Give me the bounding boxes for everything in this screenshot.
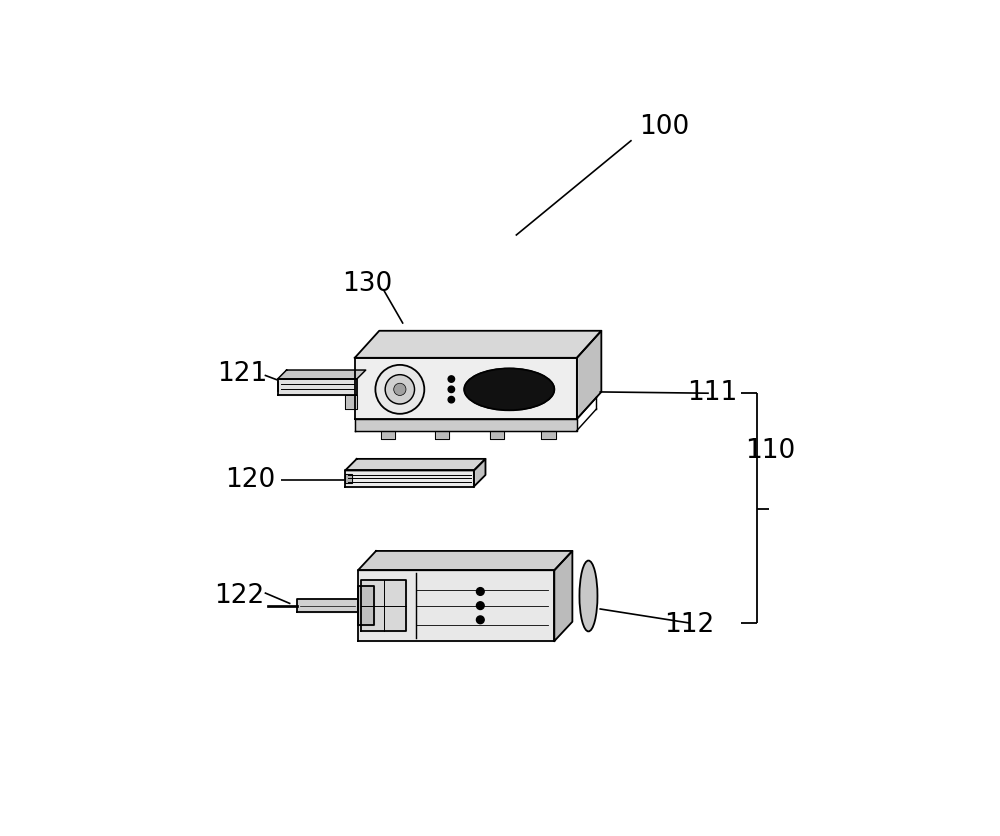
Text: 111: 111 — [687, 380, 737, 406]
Circle shape — [476, 616, 484, 624]
Polygon shape — [474, 459, 485, 487]
Polygon shape — [345, 471, 474, 487]
Ellipse shape — [579, 561, 597, 631]
Ellipse shape — [464, 369, 554, 410]
Polygon shape — [297, 599, 358, 612]
Circle shape — [476, 602, 484, 609]
Text: 130: 130 — [343, 271, 393, 297]
Text: 120: 120 — [225, 467, 276, 493]
Polygon shape — [278, 370, 366, 379]
Text: 100: 100 — [639, 115, 689, 140]
Circle shape — [448, 386, 455, 393]
Polygon shape — [278, 379, 357, 395]
Circle shape — [448, 396, 455, 403]
Circle shape — [385, 375, 415, 404]
Text: 122: 122 — [214, 583, 264, 609]
Text: 110: 110 — [745, 438, 795, 464]
Polygon shape — [554, 551, 572, 641]
Polygon shape — [358, 551, 572, 570]
Polygon shape — [541, 431, 556, 439]
Polygon shape — [577, 331, 601, 419]
Polygon shape — [355, 358, 577, 419]
Polygon shape — [345, 459, 485, 471]
Polygon shape — [361, 580, 406, 631]
Polygon shape — [355, 419, 577, 431]
Circle shape — [394, 383, 406, 395]
Polygon shape — [345, 474, 352, 483]
Polygon shape — [355, 331, 601, 358]
Text: 112: 112 — [664, 612, 715, 638]
Polygon shape — [358, 570, 554, 641]
Circle shape — [448, 376, 455, 382]
Circle shape — [375, 364, 424, 414]
Polygon shape — [345, 395, 357, 409]
Text: 121: 121 — [217, 361, 267, 387]
Polygon shape — [435, 431, 449, 439]
Circle shape — [476, 588, 484, 595]
Polygon shape — [381, 431, 395, 439]
Polygon shape — [490, 431, 504, 439]
Polygon shape — [358, 586, 374, 625]
